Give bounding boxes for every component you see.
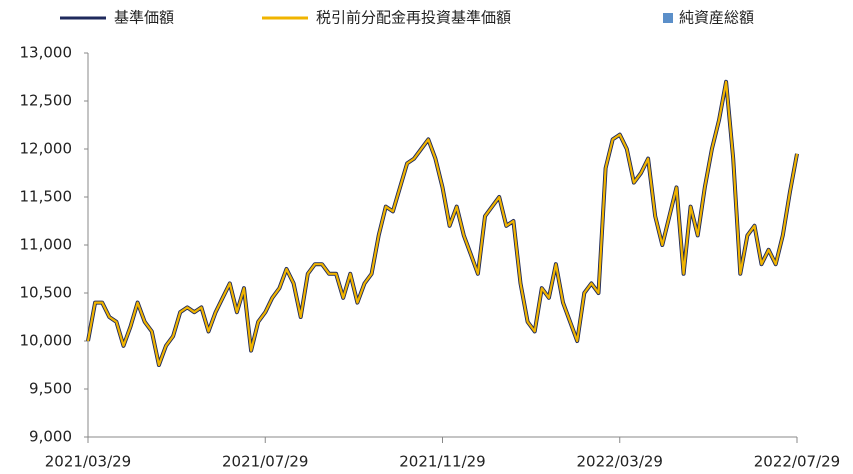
y-tick-label: 11,000 <box>20 236 73 254</box>
y-tick-label: 11,500 <box>20 188 73 206</box>
y-tick-label: 9,000 <box>29 428 72 446</box>
y-tick-label: 10,500 <box>20 284 73 302</box>
x-tick-label: 2022/07/29 <box>754 453 840 471</box>
x-tick-label: 2022/03/29 <box>577 453 663 471</box>
legend-label: 税引前分配金再投資基準価額 <box>316 9 511 27</box>
y-tick-label: 9,500 <box>29 380 72 398</box>
x-tick-label: 2021/03/29 <box>45 453 131 471</box>
y-tick-label: 12,500 <box>20 92 73 110</box>
legend-label: 基準価額 <box>114 9 174 27</box>
legend-swatch <box>663 13 673 23</box>
y-tick-label: 10,000 <box>20 332 73 350</box>
y-tick-label: 13,000 <box>20 44 73 62</box>
y-tick-label: 12,000 <box>20 140 73 158</box>
legend-label: 純資産総額 <box>679 9 754 27</box>
x-tick-label: 2021/07/29 <box>222 453 308 471</box>
series-line <box>86 80 799 367</box>
series-line <box>86 79 799 367</box>
x-tick-label: 2021/11/29 <box>399 453 485 471</box>
